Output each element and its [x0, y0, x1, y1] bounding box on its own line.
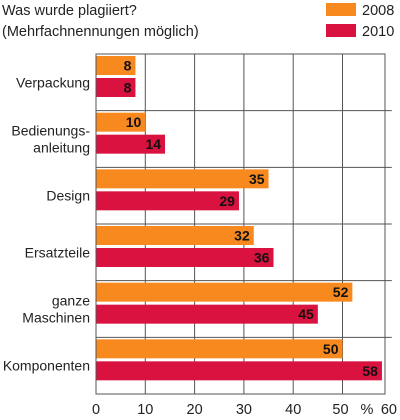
category-label-3: Ersatzteile	[25, 244, 91, 260]
plot-frame	[95, 53, 386, 395]
bar-2008-2	[96, 169, 269, 189]
x-axis-unit-label: %	[361, 402, 374, 418]
category-label-1: Bedienungs-	[11, 123, 90, 139]
bar-2010-0	[96, 78, 136, 97]
x-tick-label-40: 40	[285, 402, 301, 418]
bar-2008-3	[96, 226, 254, 245]
category-separators	[96, 110, 392, 338]
chart-title-line-1: Was wurde plagiiert?	[2, 3, 137, 19]
category-label-1: anleitung	[33, 140, 90, 156]
category-label-4: ganze	[52, 293, 90, 309]
x-axis-tick-labels: 0 10 20 30 40 50 60	[92, 402, 397, 418]
legend-swatch-2010	[326, 24, 356, 37]
bar-2008-1	[96, 112, 146, 132]
value-label-2010-5: 58	[362, 363, 378, 379]
bar-2010-1	[96, 134, 166, 154]
legend: 2008 2010	[326, 3, 394, 40]
bar-2010-2	[96, 191, 239, 211]
category-label-2: Design	[46, 188, 90, 204]
value-label-2010-2: 29	[219, 193, 235, 209]
chart-title-line-2: (Mehrfachnennungen möglich)	[2, 24, 199, 40]
bars	[96, 56, 382, 381]
category-label-0: Verpackung	[16, 74, 90, 90]
bar-2008-4	[96, 282, 353, 302]
legend-label-2008: 2008	[362, 3, 394, 19]
value-label-2008-3: 32	[234, 228, 250, 244]
value-label-2008-1: 10	[126, 114, 142, 130]
x-tick-label-0: 0	[92, 402, 100, 418]
x-tick-label-50: 50	[332, 402, 348, 418]
category-label-4: Maschinen	[22, 310, 90, 326]
value-label-2008-0: 8	[124, 58, 132, 74]
legend-swatch-2008	[326, 3, 356, 16]
bar-2010-3	[96, 248, 274, 267]
x-tick-label-60: 60	[381, 402, 397, 418]
value-label-2010-0: 8	[124, 80, 132, 96]
x-tick-label-30: 30	[236, 402, 252, 418]
bar-2008-0	[96, 56, 136, 75]
bar-2008-5	[96, 339, 343, 359]
value-label-2008-5: 50	[323, 341, 339, 357]
x-tick-label-20: 20	[187, 402, 203, 418]
x-tick-label-10: 10	[137, 402, 153, 418]
value-label-2008-2: 35	[249, 171, 265, 187]
value-label-2010-4: 45	[298, 306, 314, 322]
value-label-2010-3: 36	[254, 250, 270, 266]
legend-label-2010: 2010	[362, 24, 394, 40]
value-label-2010-1: 14	[145, 136, 161, 152]
category-labels: Verpackung Bedienungs-anleitung Design Ersa…	[3, 74, 91, 373]
category-label-5: Komponenten	[3, 358, 90, 374]
bar-2010-4	[96, 304, 318, 324]
bar-2010-5	[96, 361, 382, 381]
value-label-2008-4: 52	[333, 284, 349, 300]
